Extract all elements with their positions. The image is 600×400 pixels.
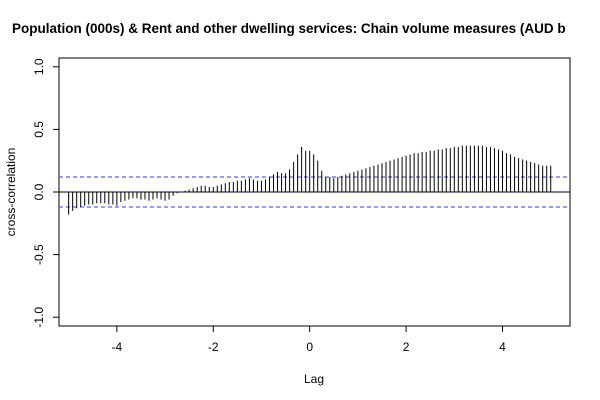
x-tick-label: 0 xyxy=(306,340,313,354)
plot-area: -4 -2 0 2 4 -1.0 -0.5 0.0 0.5 1.0 xyxy=(32,57,571,354)
chart-title: Population (000s) & Rent and other dwell… xyxy=(12,21,566,36)
x-axis-label: Lag xyxy=(304,372,324,386)
y-axis-label: cross-correlation xyxy=(4,148,18,237)
y-tick-label: -0.5 xyxy=(32,244,46,265)
x-tick-label: -4 xyxy=(112,340,123,354)
x-tick-label: -2 xyxy=(208,340,219,354)
y-tick-label: 0.5 xyxy=(32,121,46,138)
y-tick-label: 0.0 xyxy=(32,183,46,200)
y-tick-label: 1.0 xyxy=(32,58,46,75)
x-tick-label: 2 xyxy=(403,340,410,354)
x-tick-label: 4 xyxy=(499,340,506,354)
y-tick-label: -1.0 xyxy=(32,307,46,328)
